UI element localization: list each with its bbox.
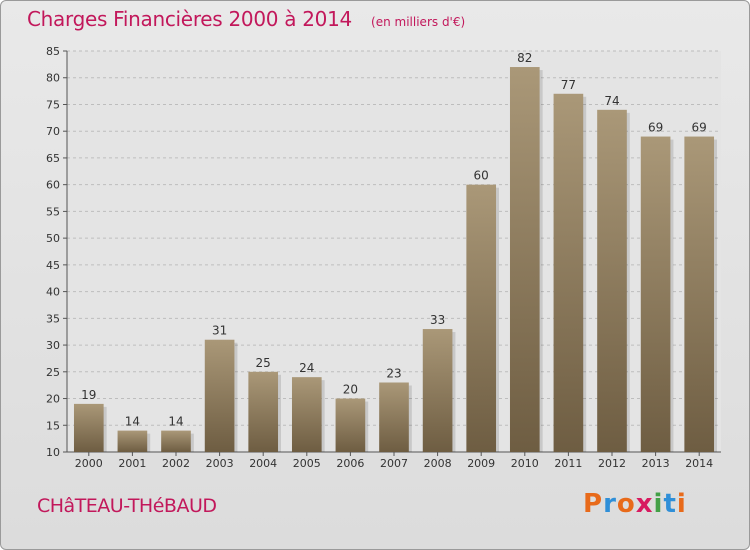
y-tick-label: 85: [46, 45, 60, 58]
x-tick-label: 2014: [685, 457, 713, 470]
data-label: 82: [517, 51, 532, 65]
bar: [509, 67, 540, 452]
y-tick-label: 50: [46, 232, 60, 245]
data-label: 23: [386, 366, 401, 380]
x-tick-label: 2011: [554, 457, 582, 470]
y-tick-label: 10: [46, 446, 60, 459]
bar: [161, 430, 191, 452]
bar: [248, 371, 279, 452]
x-tick-label: 2012: [598, 457, 626, 470]
y-tick-label: 45: [46, 259, 60, 272]
bar: [335, 398, 366, 452]
y-tick-label: 55: [46, 205, 60, 218]
y-tick-label: 20: [46, 393, 60, 406]
bar: [640, 136, 671, 452]
bar: [117, 430, 148, 452]
bar: [684, 136, 715, 452]
data-label: 74: [604, 94, 619, 108]
logo-letter: i: [676, 489, 687, 519]
y-tick-label: 30: [46, 339, 60, 352]
bar: [422, 329, 453, 452]
labels: 19 2000 14 2001 14 2002 31 2003 25 2004 24 2005 20 20…: [75, 51, 713, 470]
logo-letter: t: [663, 489, 677, 519]
logo-letter: i: [653, 489, 664, 519]
x-tick-label: 2000: [75, 457, 103, 470]
bar: [553, 93, 584, 453]
y-tick-label: 15: [46, 419, 60, 432]
data-label: 69: [648, 121, 663, 135]
x-tick-label: 2006: [336, 457, 364, 470]
x-tick-label: 2009: [467, 457, 495, 470]
bar: [291, 377, 322, 452]
bar: [204, 339, 235, 452]
data-label: 77: [561, 78, 576, 92]
x-tick-label: 2001: [118, 457, 146, 470]
bar: [466, 184, 497, 452]
y-tick-label: 35: [46, 312, 60, 325]
data-label: 60: [474, 169, 489, 183]
x-tick-label: 2007: [380, 457, 408, 470]
bars: [73, 67, 718, 453]
x-tick-label: 2005: [293, 457, 321, 470]
logo-letter: x: [635, 489, 654, 519]
x-tick-label: 2008: [424, 457, 452, 470]
commune-name: CHâTEAU-THéBAUD: [37, 495, 217, 517]
axes: 10 15 20 25 30 35 40 45 50 55 60 65 70 75 80 85: [46, 45, 721, 459]
y-tick-label: 40: [46, 286, 60, 299]
title-row: Charges Financières 2000 à 2014 (en mill…: [27, 7, 465, 31]
chart-title: Charges Financières 2000 à 2014: [27, 7, 352, 31]
data-label: 14: [168, 415, 183, 429]
bar: [73, 403, 104, 452]
x-tick-label: 2013: [642, 457, 670, 470]
y-tick-label: 60: [46, 179, 60, 192]
data-label: 20: [343, 383, 358, 397]
data-label: 19: [81, 388, 96, 402]
data-label: 69: [692, 121, 707, 135]
y-tick-label: 65: [46, 152, 60, 165]
data-label: 31: [212, 324, 227, 338]
logo-letter: P: [583, 489, 604, 519]
chart-subtitle: (en milliers d'€): [371, 15, 466, 29]
y-tick-label: 70: [46, 125, 60, 138]
y-tick-label: 80: [46, 72, 60, 85]
y-tick-label: 25: [46, 366, 60, 379]
data-label: 25: [256, 356, 271, 370]
logo-letter: r: [603, 489, 617, 519]
x-tick-label: 2003: [206, 457, 234, 470]
data-label: 24: [299, 361, 314, 375]
bar: [597, 109, 627, 453]
x-tick-label: 2004: [249, 457, 277, 470]
data-label: 33: [430, 313, 445, 327]
x-tick-label: 2010: [511, 457, 539, 470]
proxiti-logo[interactable]: Proxiti: [583, 489, 687, 519]
logo-letter: o: [616, 489, 636, 519]
y-tick-label: 75: [46, 98, 60, 111]
bar: [379, 382, 409, 452]
data-label: 14: [125, 415, 140, 429]
x-tick-label: 2002: [162, 457, 190, 470]
